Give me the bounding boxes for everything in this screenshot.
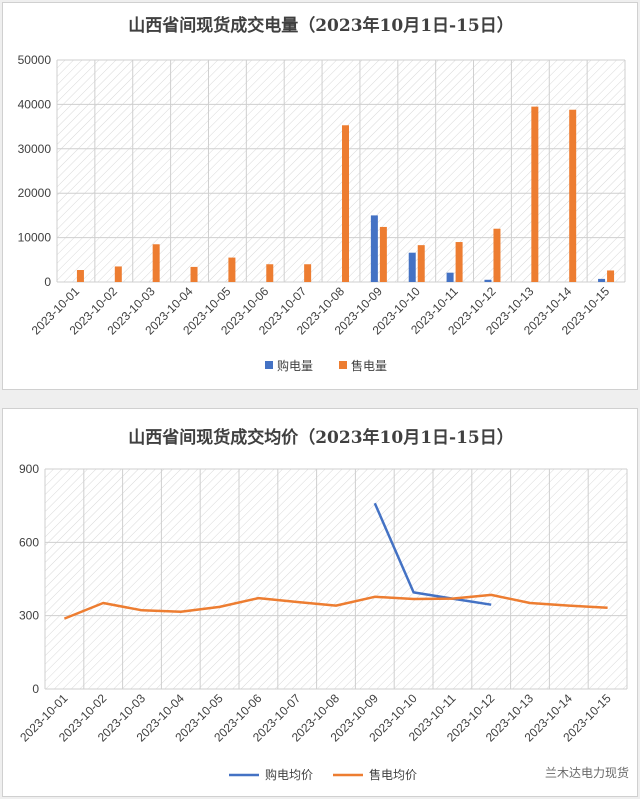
bar-sale (607, 270, 615, 282)
average-price-chart: 山西省间现货成交均价（2023年10月1日-15日） 兰木达电力现货 0 300 6… (17, 427, 629, 782)
bar-purchase (370, 215, 378, 282)
bar-purchase (446, 272, 454, 282)
series-line-sale-price (63, 593, 608, 620)
chart1-title: 山西省间现货成交电量（2023年10月1日-15日） (128, 15, 514, 36)
bar-sale (379, 226, 387, 282)
bar-purchase (408, 252, 416, 282)
y-tick-label: 10000 (18, 231, 52, 245)
legend-swatch (339, 361, 347, 369)
sales-volume-chart-panel: 山西省间现货成交电量（2023年10月1日-15日） 0 10000 20000 30… (2, 2, 638, 390)
watermark: 兰木达电力现货 (545, 765, 629, 780)
bar-sale (531, 106, 539, 283)
bar-sale (76, 270, 84, 282)
bar-sale (266, 264, 274, 282)
y-tick-label: 300 (19, 609, 39, 623)
bar-sale (455, 242, 463, 282)
series-line-purchase-price (373, 502, 492, 606)
plot-area-hatch (45, 469, 627, 689)
legend-label: 购电量 (277, 358, 313, 373)
bar-sale (190, 266, 198, 282)
bar-sale (228, 257, 236, 282)
legend-label: 购电均价 (265, 767, 313, 782)
bar-purchase (484, 279, 492, 282)
bar-sale (417, 245, 425, 282)
chart2-title: 山西省间现货成交均价（2023年10月1日-15日） (128, 427, 514, 448)
plot-area-hatch (57, 60, 625, 282)
sales-volume-chart: 山西省间现货成交电量（2023年10月1日-15日） 0 10000 20000 30… (18, 15, 626, 373)
y-tick-label: 0 (44, 275, 51, 289)
bar-sale (152, 244, 160, 282)
bar-sale (304, 264, 312, 282)
legend-label: 售电均价 (369, 767, 417, 782)
legend-swatch (265, 361, 273, 369)
y-tick-label: 20000 (18, 186, 52, 200)
y-tick-label: 600 (19, 535, 39, 549)
bar-purchase (598, 278, 606, 282)
y-tick-label: 40000 (18, 97, 52, 111)
average-price-chart-panel: 山西省间现货成交均价（2023年10月1日-15日） 兰木达电力现货 0 300 6… (2, 408, 638, 797)
bar-sale (342, 125, 349, 282)
y-tick-label: 0 (32, 682, 39, 696)
y-tick-label: 30000 (18, 142, 52, 156)
y-tick-label: 50000 (18, 53, 52, 67)
legend-label: 售电量 (351, 358, 387, 373)
bar-sale (114, 266, 122, 282)
bar-sale (569, 109, 577, 282)
y-tick-label: 900 (19, 462, 39, 476)
bar-sale (493, 228, 501, 282)
